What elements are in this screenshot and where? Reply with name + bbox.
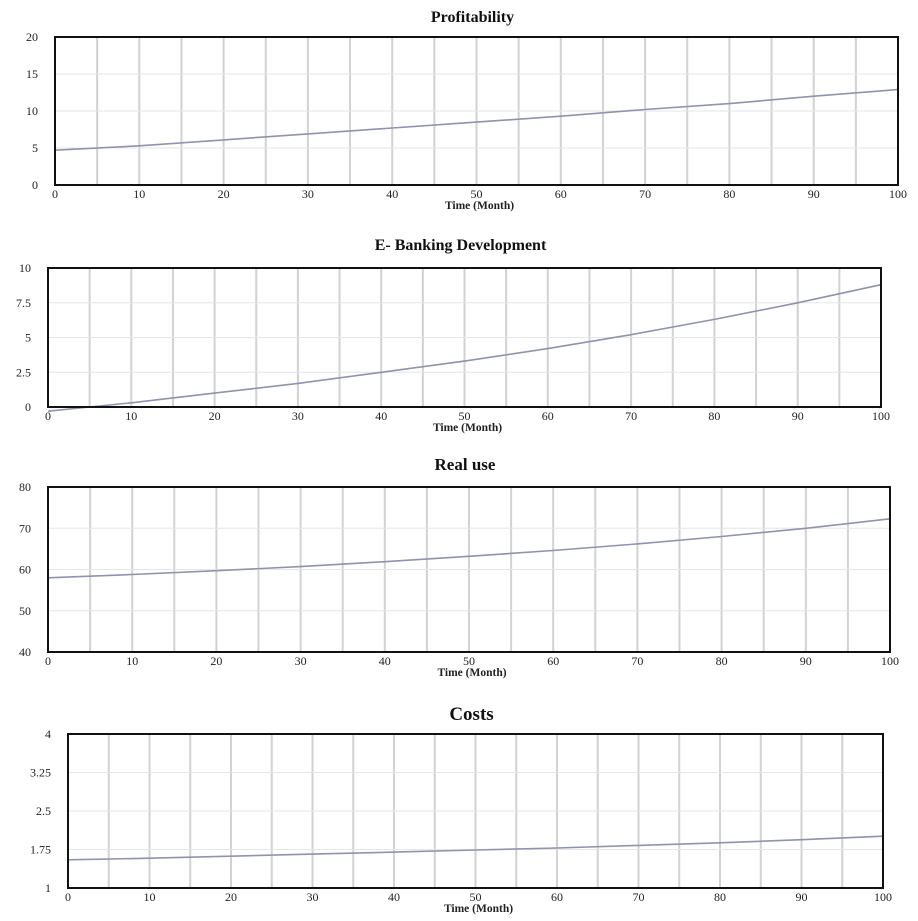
plot-frame	[54, 36, 899, 186]
x-tick-label: 90	[796, 890, 808, 904]
y-tick-label: 0	[32, 178, 38, 192]
x-tick-label: 90	[808, 187, 820, 201]
x-tick-label: 100	[872, 409, 890, 423]
x-axis-label: Time (Month)	[444, 903, 513, 915]
x-tick-label: 10	[144, 890, 156, 904]
chart-title: Profitability	[431, 9, 514, 26]
x-tick-label: 60	[542, 409, 554, 423]
chart-panel: Costs 0 10 20 30 40 50 60 70 80 90 100 1 1.75 2.5 3.25 4…	[30, 704, 892, 915]
x-tick-label: 70	[625, 409, 637, 423]
x-tick-label: 40	[386, 187, 398, 201]
y-tick-label: 2.5	[36, 804, 51, 818]
x-tick-label: 40	[379, 654, 391, 668]
x-tick-label: 90	[792, 409, 804, 423]
y-tick-label: 15	[26, 67, 38, 81]
x-tick-label: 90	[800, 654, 812, 668]
chart-title: Real use	[435, 455, 496, 474]
x-tick-label: 70	[639, 187, 651, 201]
y-tick-label: 5	[25, 331, 31, 345]
x-tick-label: 0	[45, 409, 51, 423]
y-tick-label: 20	[26, 30, 38, 44]
x-tick-label: 0	[52, 187, 58, 201]
x-tick-label: 20	[218, 187, 230, 201]
x-tick-label: 10	[125, 409, 137, 423]
series-line	[47, 283, 882, 412]
x-tick-label: 50	[471, 187, 483, 201]
y-tick-label: 10	[19, 261, 31, 275]
y-tick-label: 80	[19, 480, 31, 494]
y-tick-label: 40	[19, 645, 31, 659]
x-axis-label: Time (Month)	[437, 667, 506, 679]
chart-panel: Profitability 0 10 20 30 40 50 60 70 80 90 100 0 5 10 1…	[26, 9, 907, 212]
x-tick-label: 30	[292, 409, 304, 423]
y-tick-label: 60	[19, 563, 31, 577]
x-tick-label: 20	[210, 654, 222, 668]
x-tick-label: 30	[295, 654, 307, 668]
x-tick-label: 0	[65, 890, 71, 904]
x-tick-label: 40	[388, 890, 400, 904]
x-tick-label: 70	[633, 890, 645, 904]
chart-title: E- Banking Development	[375, 237, 547, 254]
plot-frame	[67, 733, 884, 889]
series-line	[67, 835, 884, 861]
series-line	[47, 518, 891, 579]
y-tick-label: 50	[19, 604, 31, 618]
x-axis-label: Time (Month)	[445, 200, 514, 212]
x-tick-label: 80	[716, 654, 728, 668]
x-tick-label: 50	[463, 654, 475, 668]
y-tick-label: 7.5	[16, 296, 31, 310]
x-tick-label: 50	[470, 890, 482, 904]
x-tick-label: 10	[126, 654, 138, 668]
x-tick-label: 10	[133, 187, 145, 201]
y-tick-label: 4	[45, 727, 51, 741]
x-tick-label: 60	[551, 890, 563, 904]
x-tick-label: 30	[307, 890, 319, 904]
x-tick-label: 80	[714, 890, 726, 904]
series-line	[54, 88, 899, 151]
x-tick-label: 50	[459, 409, 471, 423]
chart-panel: Real use 0 10 20 30 40 50 60 70 80 90 100 40 50 60 70 80…	[19, 455, 899, 679]
x-tick-label: 0	[45, 654, 51, 668]
x-tick-label: 100	[874, 890, 892, 904]
x-tick-label: 60	[555, 187, 567, 201]
x-tick-label: 60	[547, 654, 559, 668]
y-tick-label: 10	[26, 104, 38, 118]
y-tick-label: 5	[32, 141, 38, 155]
x-tick-label: 30	[302, 187, 314, 201]
x-tick-label: 100	[881, 654, 899, 668]
x-tick-label: 100	[889, 187, 907, 201]
x-tick-label: 70	[631, 654, 643, 668]
plot-frame	[47, 267, 882, 408]
x-tick-label: 80	[708, 409, 720, 423]
y-tick-label: 0	[25, 400, 31, 414]
y-tick-label: 1.75	[30, 843, 51, 857]
x-tick-label: 80	[723, 187, 735, 201]
chart-title: Costs	[449, 704, 493, 725]
x-tick-label: 20	[209, 409, 221, 423]
y-tick-label: 1	[45, 881, 51, 895]
x-tick-label: 20	[225, 890, 237, 904]
x-axis-label: Time (Month)	[433, 422, 502, 434]
y-tick-label: 3.25	[30, 766, 51, 780]
y-tick-label: 70	[19, 521, 31, 535]
plot-frame	[47, 486, 891, 653]
y-tick-label: 2.5	[16, 365, 31, 379]
x-tick-label: 40	[375, 409, 387, 423]
